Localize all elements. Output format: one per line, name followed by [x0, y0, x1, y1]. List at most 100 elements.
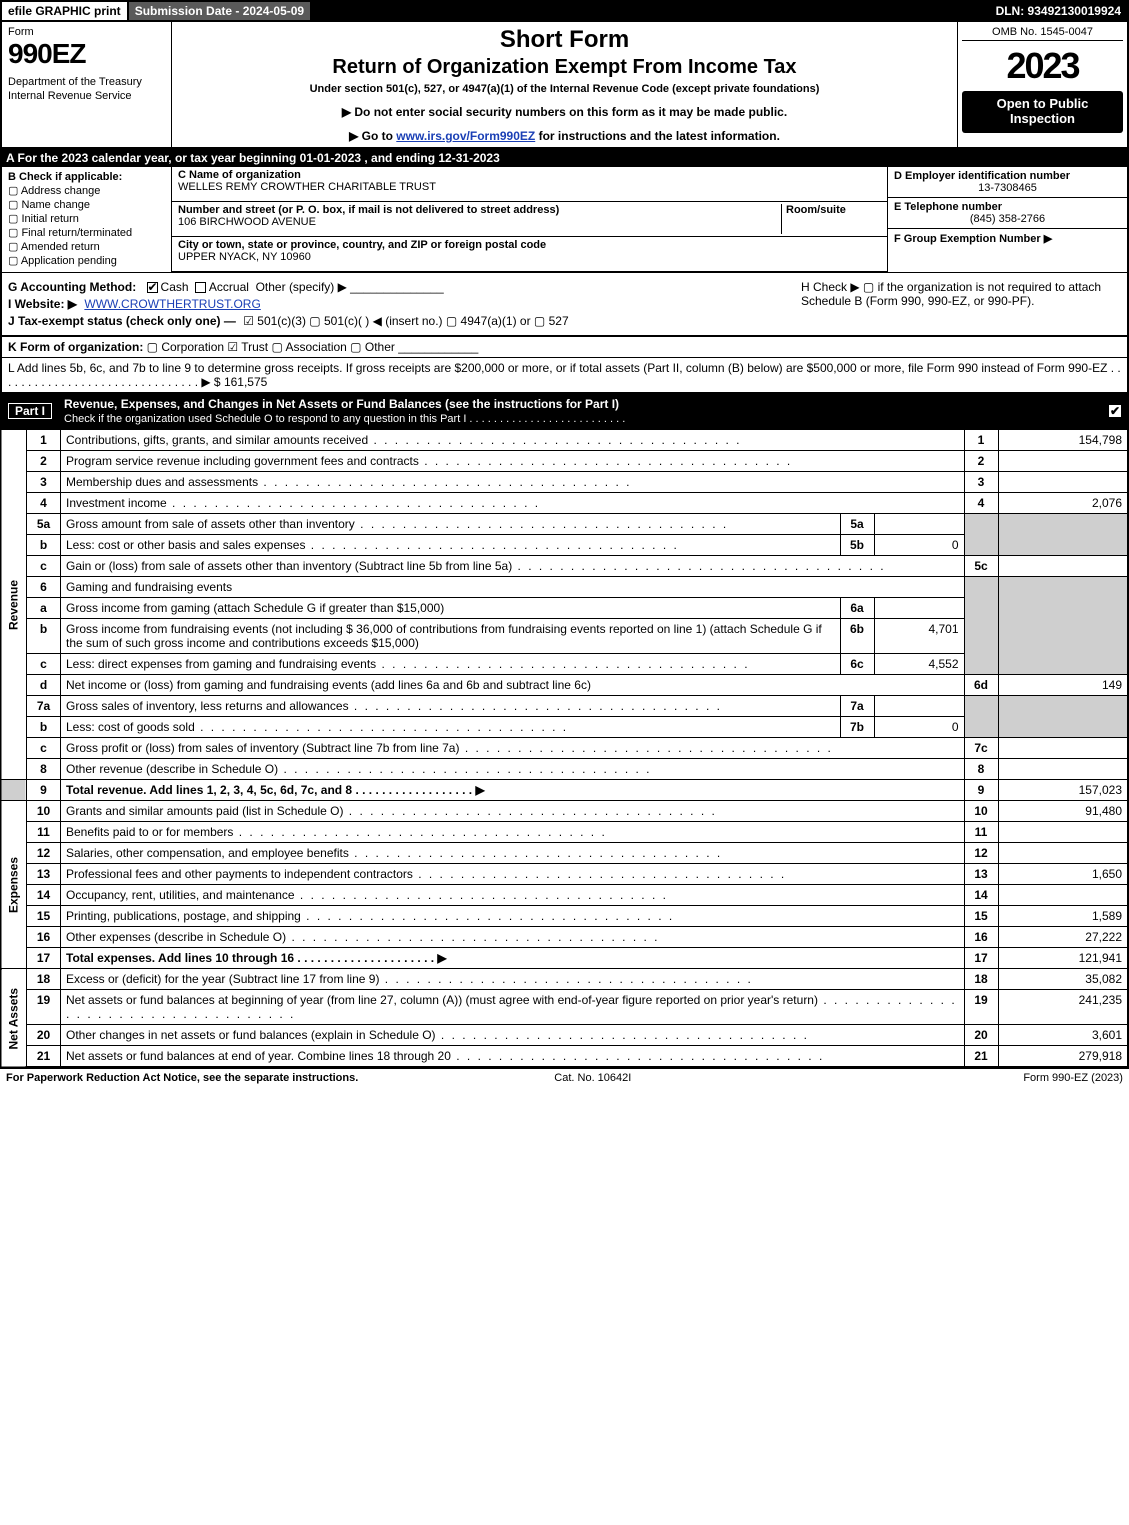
line-17: 17Total expenses. Add lines 10 through 1… [1, 948, 1128, 969]
l7b-sn: 7b [840, 717, 874, 738]
l9-rn: 9 [964, 780, 998, 801]
website-link[interactable]: WWW.CROWTHERTRUST.ORG [84, 297, 260, 311]
l15-v: 1,589 [998, 906, 1128, 927]
l20-rn: 20 [964, 1025, 998, 1046]
l19-v: 241,235 [998, 990, 1128, 1025]
header-mid: Short Form Return of Organization Exempt… [172, 22, 957, 147]
efile-print[interactable]: efile GRAPHIC print [2, 2, 129, 20]
l7b-sv: 0 [874, 717, 964, 738]
subtitle-under: Under section 501(c), 527, or 4947(a)(1)… [180, 83, 949, 95]
chk-amended-label: Amended return [21, 241, 100, 253]
l10-n: 10 [27, 801, 61, 822]
line-2: 2 Program service revenue including gove… [1, 451, 1128, 472]
l9-d-text: Total revenue. Add lines 1, 2, 3, 4, 5c,… [66, 783, 352, 797]
l4-v: 2,076 [998, 493, 1128, 514]
chk-initial[interactable]: ▢ Initial return [8, 212, 165, 225]
note-ssn: ▶ Do not enter social security numbers o… [180, 105, 949, 119]
l17-d: Total expenses. Add lines 10 through 16 … [61, 948, 965, 969]
g-accrual-cb[interactable] [195, 282, 206, 293]
i-lbl: I Website: ▶ [8, 297, 77, 311]
chk-final[interactable]: ▢ Final return/terminated [8, 226, 165, 239]
line-5c: c Gain or (loss) from sale of assets oth… [1, 556, 1128, 577]
line-6a: a Gross income from gaming (attach Sched… [1, 598, 1128, 619]
l2-d: Program service revenue including govern… [61, 451, 965, 472]
l5c-rn: 5c [964, 556, 998, 577]
l7-grey [964, 696, 998, 738]
g-cash-cb[interactable] [147, 282, 158, 293]
part1-checkbox[interactable] [1109, 405, 1121, 417]
e-lbl: E Telephone number [894, 201, 1002, 213]
l5ab-grey-v [998, 514, 1128, 556]
l5a-sn: 5a [840, 514, 874, 535]
l7-grey-v [998, 696, 1128, 738]
note-goto: ▶ Go to www.irs.gov/Form990EZ for instru… [180, 129, 949, 143]
c-city: City or town, state or province, country… [172, 237, 887, 272]
line-19: 19Net assets or fund balances at beginni… [1, 990, 1128, 1025]
d-lbl: D Employer identification number [894, 170, 1070, 182]
l6a-d: Gross income from gaming (attach Schedul… [61, 598, 841, 619]
f-group: F Group Exemption Number ▶ [888, 229, 1127, 248]
j-opts: ☑ 501(c)(3) ▢ 501(c)( ) ◀ (insert no.) ▢… [243, 314, 568, 328]
c-city-lbl: City or town, state or province, country… [178, 239, 546, 251]
l21-rn: 21 [964, 1046, 998, 1068]
l6a-n: a [27, 598, 61, 619]
l20-n: 20 [27, 1025, 61, 1046]
footer-right: Form 990-EZ (2023) [1023, 1072, 1123, 1084]
title-return: Return of Organization Exempt From Incom… [180, 56, 949, 79]
l6c-d: Less: direct expenses from gaming and fu… [61, 654, 841, 675]
c-street-lbl: Number and street (or P. O. box, if mail… [178, 204, 559, 216]
g-other: Other (specify) ▶ [256, 280, 347, 294]
form-number: 990EZ [8, 38, 165, 70]
line-6: 6 Gaming and fundraising events [1, 577, 1128, 598]
note-goto-pre: ▶ Go to [349, 129, 396, 143]
title-short: Short Form [180, 26, 949, 54]
line-16: 16Other expenses (describe in Schedule O… [1, 927, 1128, 948]
irs-link[interactable]: www.irs.gov/Form990EZ [396, 129, 535, 143]
e-val: (845) 358-2766 [894, 213, 1121, 225]
chk-address[interactable]: ▢ Address change [8, 184, 165, 197]
l6b-d: Gross income from fundraising events (no… [61, 619, 841, 654]
chk-amended[interactable]: ▢ Amended return [8, 240, 165, 253]
ghij-right: H Check ▶ ▢ if the organization is not r… [801, 277, 1121, 331]
e-phone: E Telephone number (845) 358-2766 [888, 198, 1127, 229]
l19-n: 19 [27, 990, 61, 1025]
l20-v: 3,601 [998, 1025, 1128, 1046]
line-9: 9 Total revenue. Add lines 1, 2, 3, 4, 5… [1, 780, 1128, 801]
l4-n: 4 [27, 493, 61, 514]
l7c-n: c [27, 738, 61, 759]
l16-d: Other expenses (describe in Schedule O) [61, 927, 965, 948]
chk-name[interactable]: ▢ Name change [8, 198, 165, 211]
line-10: Expenses 10 Grants and similar amounts p… [1, 801, 1128, 822]
chk-pending[interactable]: ▢ Application pending [8, 254, 165, 267]
j-lbl: J Tax-exempt status (check only one) — [8, 314, 236, 328]
department: Department of the Treasury Internal Reve… [8, 76, 165, 104]
ghij-left: G Accounting Method: Cash Accrual Other … [8, 277, 793, 331]
col-def: D Employer identification number 13-7308… [887, 167, 1127, 272]
l6d-rn: 6d [964, 675, 998, 696]
col-b: B Check if applicable: ▢ Address change … [2, 167, 172, 272]
l17-n: 17 [27, 948, 61, 969]
l17-d-text: Total expenses. Add lines 10 through 16 [66, 951, 294, 965]
l15-rn: 15 [964, 906, 998, 927]
line-6c: c Less: direct expenses from gaming and … [1, 654, 1128, 675]
l14-n: 14 [27, 885, 61, 906]
f-lbl: F Group Exemption Number ▶ [894, 233, 1052, 245]
l5ab-grey [964, 514, 998, 556]
k-lbl: K Form of organization: [8, 340, 143, 354]
l18-rn: 18 [964, 969, 998, 990]
footer-left: For Paperwork Reduction Act Notice, see … [6, 1072, 358, 1084]
l10-v: 91,480 [998, 801, 1128, 822]
l8-v [998, 759, 1128, 780]
line-3: 3 Membership dues and assessments 3 [1, 472, 1128, 493]
l8-rn: 8 [964, 759, 998, 780]
d-ein: D Employer identification number 13-7308… [888, 167, 1127, 198]
line-15: 15Printing, publications, postage, and s… [1, 906, 1128, 927]
l6-grey [964, 577, 998, 675]
l10-d: Grants and similar amounts paid (list in… [61, 801, 965, 822]
line-11: 11Benefits paid to or for members11 [1, 822, 1128, 843]
l8-n: 8 [27, 759, 61, 780]
line-12: 12Salaries, other compensation, and empl… [1, 843, 1128, 864]
line-7a: 7a Gross sales of inventory, less return… [1, 696, 1128, 717]
l3-n: 3 [27, 472, 61, 493]
l6-d: Gaming and fundraising events [61, 577, 965, 598]
